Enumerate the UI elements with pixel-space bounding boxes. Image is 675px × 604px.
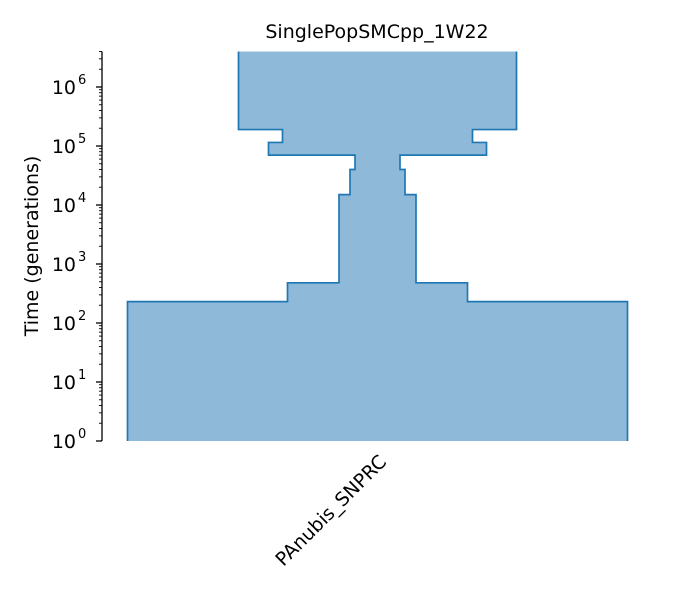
y-tick-label: 10 xyxy=(52,254,76,276)
population-outline-right xyxy=(399,51,629,441)
y-tick-exponent: 4 xyxy=(78,191,86,206)
y-tick-label: 10 xyxy=(52,195,76,217)
population-fill xyxy=(127,51,628,441)
y-tick-exponent: 1 xyxy=(78,368,86,383)
chart-title: SinglePopSMCpp_1W22 xyxy=(265,21,488,43)
y-tick-label: 10 xyxy=(52,77,76,99)
y-tick-label: 10 xyxy=(52,431,76,453)
x-axis-labels: PAnubis_SNPRC xyxy=(271,451,391,571)
y-tick-label: 10 xyxy=(52,136,76,158)
y-tick-exponent: 0 xyxy=(78,427,86,442)
y-axis-label: Time (generations) xyxy=(21,156,43,338)
y-tick-exponent: 3 xyxy=(78,250,86,265)
y-tick-exponent: 6 xyxy=(78,73,86,88)
y-tick-label: 10 xyxy=(52,313,76,335)
x-tick-label: PAnubis_SNPRC xyxy=(271,451,391,571)
y-tick-label: 10 xyxy=(52,372,76,394)
population-outline-left xyxy=(126,51,356,441)
y-tick-exponent: 2 xyxy=(78,309,86,324)
population-shapes xyxy=(126,51,629,441)
y-tick-exponent: 5 xyxy=(78,132,86,147)
